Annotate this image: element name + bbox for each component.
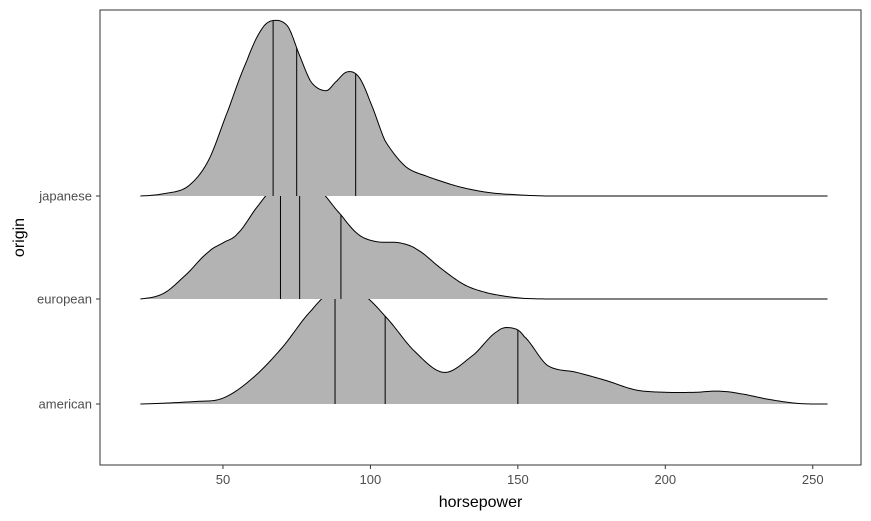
- x-tick-label-100: 100: [360, 472, 382, 487]
- y-tick-label-american: american: [39, 397, 92, 412]
- density-line-american: [140, 287, 828, 405]
- x-tick-label-200: 200: [654, 472, 676, 487]
- ridges-layer: [140, 19, 828, 405]
- density-line-european: [140, 178, 828, 300]
- x-tick-label-250: 250: [802, 472, 824, 487]
- ridge-european: [140, 178, 828, 300]
- density-area-american: [140, 287, 828, 404]
- density-area-european: [140, 178, 828, 299]
- panel-border: [99, 9, 862, 466]
- ridge-american: [140, 287, 828, 405]
- density-area-japanese: [140, 20, 828, 196]
- ridge-japanese: [140, 19, 828, 197]
- y-tick-label-european: european: [37, 292, 92, 307]
- y-axis-title: origin: [11, 218, 28, 257]
- x-axis-title: horsepower: [439, 494, 523, 511]
- x-axis: 50 100 150 200 250: [216, 465, 824, 487]
- y-axis: american european japanese: [37, 189, 100, 412]
- x-tick-label-150: 150: [507, 472, 529, 487]
- y-tick-label-japanese: japanese: [38, 189, 92, 204]
- density-line-japanese: [140, 19, 828, 197]
- x-tick-label-50: 50: [216, 472, 230, 487]
